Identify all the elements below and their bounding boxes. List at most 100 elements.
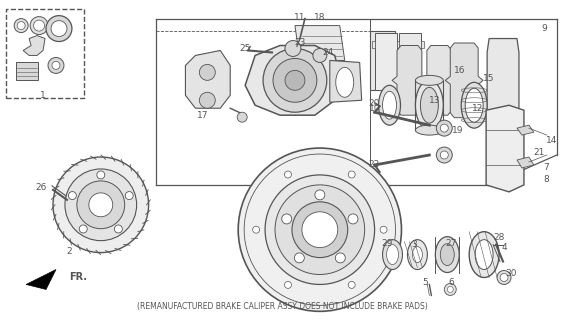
Bar bbox=[6, 9, 84, 98]
Ellipse shape bbox=[336, 68, 354, 97]
Polygon shape bbox=[245, 45, 340, 115]
Circle shape bbox=[282, 214, 292, 224]
Text: 21: 21 bbox=[533, 148, 545, 156]
Ellipse shape bbox=[415, 76, 444, 85]
Circle shape bbox=[500, 274, 508, 282]
Ellipse shape bbox=[407, 240, 427, 269]
Circle shape bbox=[444, 284, 457, 295]
Polygon shape bbox=[185, 51, 230, 108]
Polygon shape bbox=[26, 269, 56, 289]
Circle shape bbox=[273, 59, 317, 102]
Circle shape bbox=[436, 147, 452, 163]
Text: 28: 28 bbox=[493, 233, 505, 242]
Circle shape bbox=[436, 120, 452, 136]
Polygon shape bbox=[517, 157, 534, 168]
Circle shape bbox=[285, 70, 305, 90]
Ellipse shape bbox=[436, 237, 459, 273]
Text: 11: 11 bbox=[294, 13, 306, 22]
Circle shape bbox=[114, 225, 123, 233]
Circle shape bbox=[440, 151, 448, 159]
Circle shape bbox=[348, 171, 355, 178]
Circle shape bbox=[497, 114, 509, 126]
Circle shape bbox=[125, 192, 133, 200]
Polygon shape bbox=[370, 31, 394, 90]
Text: 12: 12 bbox=[471, 104, 483, 113]
Text: 3: 3 bbox=[411, 240, 418, 249]
Ellipse shape bbox=[386, 244, 398, 265]
Ellipse shape bbox=[475, 240, 493, 269]
Circle shape bbox=[380, 226, 387, 233]
Text: 18: 18 bbox=[314, 13, 325, 22]
Circle shape bbox=[97, 171, 105, 179]
Circle shape bbox=[79, 225, 87, 233]
Circle shape bbox=[237, 112, 247, 122]
Ellipse shape bbox=[415, 125, 444, 135]
Polygon shape bbox=[372, 41, 375, 49]
Circle shape bbox=[199, 92, 215, 108]
Circle shape bbox=[302, 212, 338, 248]
Circle shape bbox=[348, 214, 358, 224]
Circle shape bbox=[46, 16, 72, 42]
Circle shape bbox=[497, 270, 511, 284]
Text: 15: 15 bbox=[483, 74, 495, 83]
Circle shape bbox=[53, 157, 149, 252]
Text: 20: 20 bbox=[368, 99, 379, 108]
Text: 17: 17 bbox=[197, 111, 208, 120]
Ellipse shape bbox=[469, 232, 499, 277]
Circle shape bbox=[447, 286, 453, 292]
Polygon shape bbox=[422, 45, 457, 115]
Text: 24: 24 bbox=[322, 48, 333, 57]
Polygon shape bbox=[23, 36, 45, 55]
Circle shape bbox=[313, 49, 327, 62]
Circle shape bbox=[17, 22, 25, 29]
Polygon shape bbox=[375, 33, 397, 90]
Polygon shape bbox=[399, 33, 421, 90]
Circle shape bbox=[30, 17, 48, 35]
Circle shape bbox=[285, 281, 292, 288]
Ellipse shape bbox=[440, 244, 454, 266]
Ellipse shape bbox=[412, 247, 423, 262]
Circle shape bbox=[14, 19, 28, 33]
Polygon shape bbox=[330, 60, 362, 102]
Text: 29: 29 bbox=[382, 239, 393, 248]
Text: 7: 7 bbox=[543, 164, 549, 172]
Polygon shape bbox=[517, 125, 534, 135]
Circle shape bbox=[238, 148, 402, 311]
Text: 14: 14 bbox=[546, 136, 558, 145]
Text: 16: 16 bbox=[454, 66, 465, 75]
Text: 10: 10 bbox=[369, 104, 380, 113]
Text: 22: 22 bbox=[368, 160, 379, 170]
Polygon shape bbox=[392, 45, 427, 115]
Circle shape bbox=[440, 124, 448, 132]
Circle shape bbox=[348, 281, 355, 288]
Ellipse shape bbox=[420, 87, 438, 123]
Circle shape bbox=[315, 190, 325, 200]
Circle shape bbox=[244, 154, 396, 305]
Text: 26: 26 bbox=[36, 183, 47, 192]
Text: 8: 8 bbox=[543, 175, 549, 184]
Polygon shape bbox=[445, 43, 483, 118]
Circle shape bbox=[51, 20, 67, 36]
Circle shape bbox=[89, 193, 113, 217]
Circle shape bbox=[294, 253, 305, 263]
Circle shape bbox=[253, 226, 259, 233]
Polygon shape bbox=[421, 41, 424, 49]
Circle shape bbox=[292, 202, 347, 258]
Circle shape bbox=[263, 49, 327, 112]
Ellipse shape bbox=[379, 85, 401, 125]
Circle shape bbox=[52, 61, 60, 69]
Circle shape bbox=[48, 58, 64, 73]
Text: 30: 30 bbox=[505, 269, 517, 278]
Circle shape bbox=[33, 20, 45, 31]
Circle shape bbox=[285, 41, 301, 56]
Text: FR.: FR. bbox=[69, 273, 87, 283]
Text: (REMANUFACTURED BRAKE CALIPER ASSY DOES NOT INCLUDE BRAKE PADS): (REMANUFACTURED BRAKE CALIPER ASSY DOES … bbox=[137, 302, 428, 311]
Text: 2: 2 bbox=[66, 247, 72, 256]
Text: 13: 13 bbox=[429, 96, 440, 105]
Ellipse shape bbox=[383, 91, 397, 119]
Text: 25: 25 bbox=[240, 44, 251, 53]
Text: 19: 19 bbox=[451, 126, 463, 135]
Bar bbox=[16, 62, 38, 80]
Text: 9: 9 bbox=[541, 24, 547, 33]
Circle shape bbox=[77, 181, 125, 229]
